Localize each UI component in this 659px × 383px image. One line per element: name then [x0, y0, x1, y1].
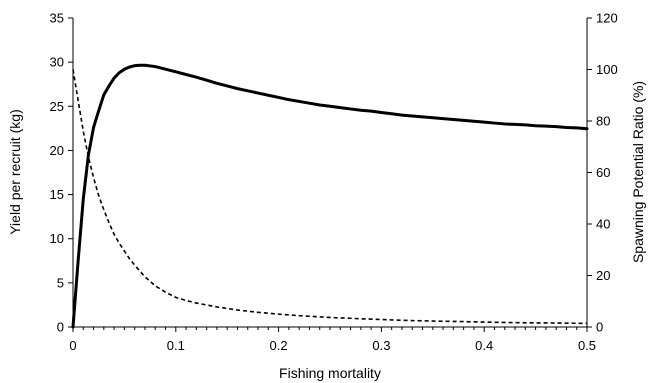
- y-left-tick-label: 10: [50, 231, 64, 246]
- y-right-tick-label: 120: [596, 11, 618, 26]
- y-right-tick-label: 0: [596, 320, 603, 335]
- yield-per-recruit-line: [71, 63, 589, 329]
- y-right-tick-label: 20: [596, 268, 610, 283]
- x-tick-label: 0.2: [270, 338, 288, 353]
- y-right-tick-label: 60: [596, 165, 610, 180]
- x-tick-label: 0: [69, 338, 76, 353]
- series: [71, 63, 589, 329]
- x-tick-label: 0.5: [578, 338, 596, 353]
- y-right-tick-label: 100: [596, 62, 618, 77]
- y-left-tick-label: 25: [50, 99, 64, 114]
- y-left-tick-label: 35: [50, 11, 64, 26]
- y-right-tick-label: 40: [596, 217, 610, 232]
- tick-labels: 0 5 10 15 20 25 30 35 0 20 40 60 80 100 120 0 0.1 0.2 0.3 0…: [50, 11, 618, 354]
- y-left-tick-label: 5: [57, 275, 64, 290]
- y-left-tick-label: 20: [50, 143, 64, 158]
- x-tick-label: 0.3: [372, 338, 390, 353]
- x-axis-title: Fishing mortality: [279, 365, 381, 381]
- y-right-tick-label: 80: [596, 114, 610, 129]
- y-right-axis-title: Spawning Potential Ratio (%): [630, 81, 646, 263]
- axes: [72, 18, 588, 328]
- y-left-axis-title: Yield per recruit (kg): [7, 109, 23, 235]
- ticks: [68, 17, 592, 332]
- y-left-tick-label: 30: [50, 55, 64, 70]
- x-tick-label: 0.1: [167, 338, 185, 353]
- x-tick-label: 0.4: [475, 338, 493, 353]
- y-left-tick-label: 15: [50, 187, 64, 202]
- y-left-tick-label: 0: [57, 320, 64, 335]
